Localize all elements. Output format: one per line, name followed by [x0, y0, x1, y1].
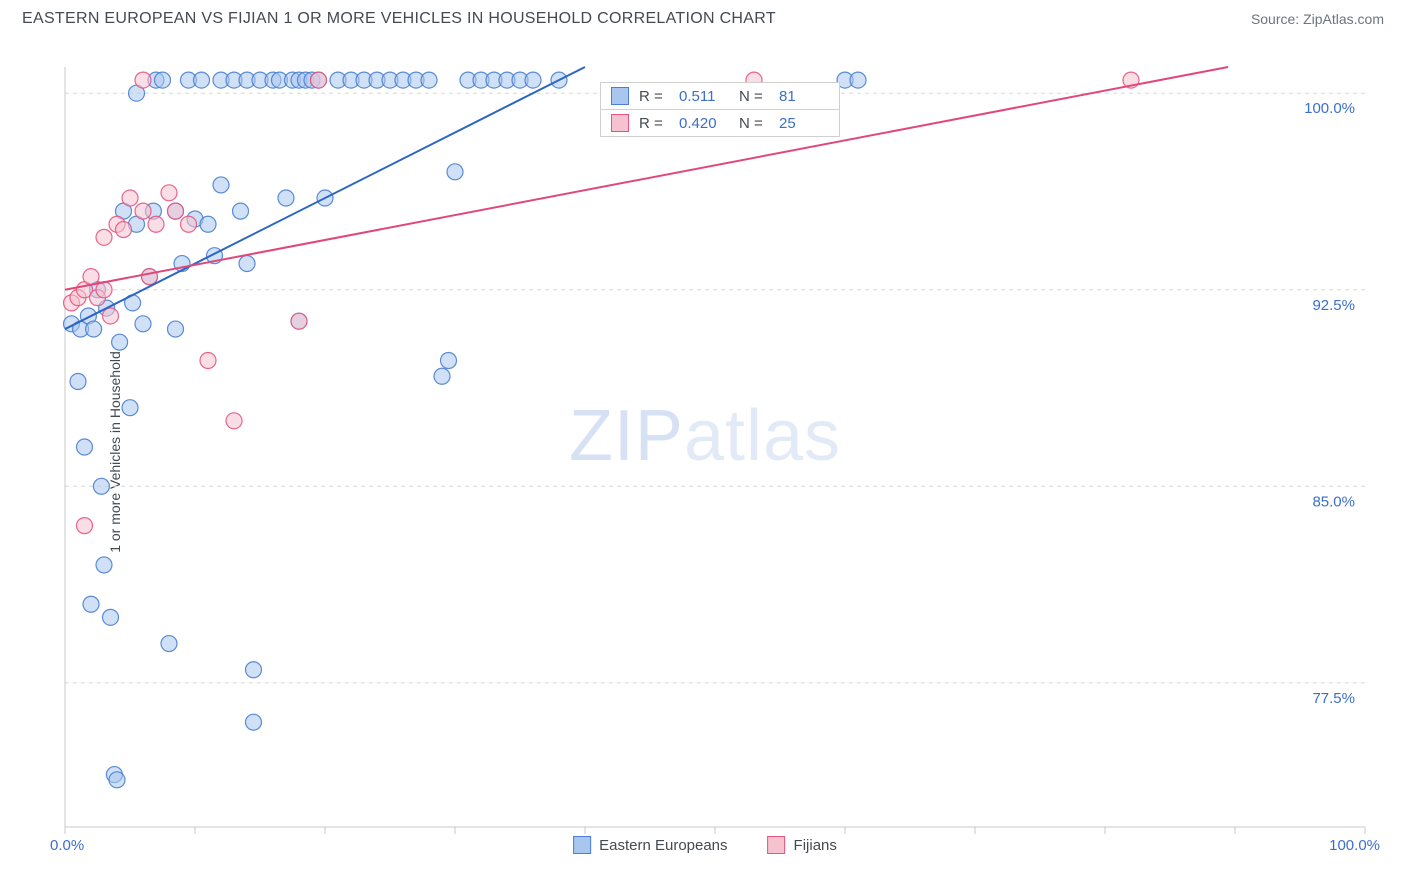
svg-text:100.0%: 100.0% [1304, 100, 1355, 117]
legend-label: Fijians [794, 837, 837, 854]
chart-title: EASTERN EUROPEAN VS FIJIAN 1 OR MORE VEH… [22, 10, 776, 28]
stats-row-series2: R = 0.420 N = 25 [601, 109, 839, 136]
stats-row-series1: R = 0.511 N = 81 [601, 83, 839, 109]
r-label: R = [639, 88, 669, 105]
r-value: 0.511 [679, 88, 729, 105]
swatch-icon [611, 114, 629, 132]
n-value: 81 [779, 88, 829, 105]
stats-legend: R = 0.511 N = 81 R = 0.420 N = 25 [600, 82, 840, 137]
n-value: 25 [779, 115, 829, 132]
x-axis-max-label: 100.0% [1329, 837, 1380, 854]
r-label: R = [639, 115, 669, 132]
svg-text:77.5%: 77.5% [1312, 690, 1355, 707]
legend-item-series1: Eastern Europeans [573, 836, 727, 854]
source-label: Source: ZipAtlas.com [1251, 11, 1384, 27]
bottom-legend: Eastern Europeans Fijians [573, 836, 837, 854]
n-label: N = [739, 115, 769, 132]
legend-label: Eastern Europeans [599, 837, 727, 854]
svg-text:85.0%: 85.0% [1312, 493, 1355, 510]
svg-text:92.5%: 92.5% [1312, 297, 1355, 314]
scatter-chart: 77.5% 85.0% 92.5% 100.0% [50, 42, 1390, 862]
n-label: N = [739, 88, 769, 105]
chart-container: 1 or more Vehicles in Household 77.5%85.… [20, 42, 1390, 862]
r-value: 0.420 [679, 115, 729, 132]
swatch-icon [611, 87, 629, 105]
swatch-icon [573, 836, 591, 854]
legend-item-series2: Fijians [768, 836, 837, 854]
swatch-icon [768, 836, 786, 854]
x-axis-min-label: 0.0% [50, 837, 84, 854]
